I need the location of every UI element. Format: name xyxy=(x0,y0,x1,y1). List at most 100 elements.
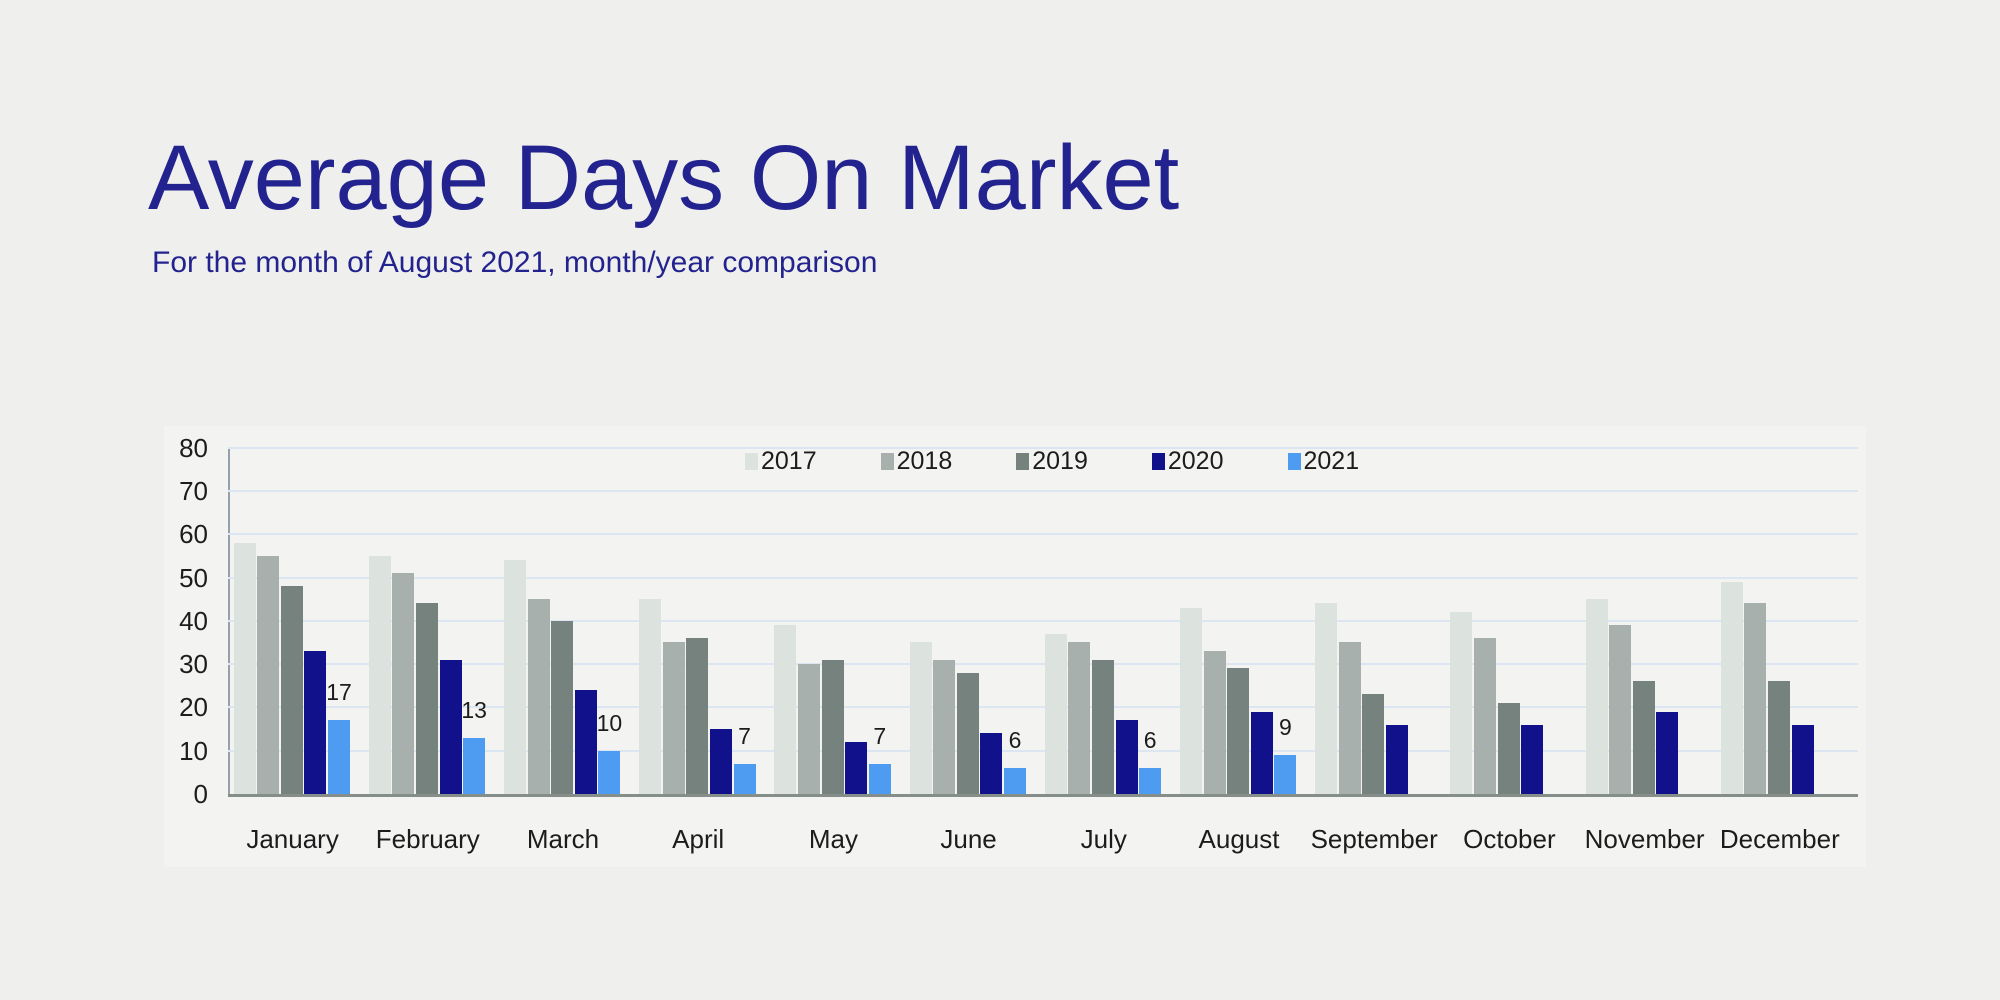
gridline-70 xyxy=(228,489,1858,492)
bar-group-March: 10 xyxy=(504,447,622,794)
bar-2019-December xyxy=(1767,681,1790,794)
bar-2017-April xyxy=(639,599,662,794)
bar-2021-July xyxy=(1139,768,1162,794)
bar-group-December xyxy=(1720,447,1839,794)
y-axis-tick-label-10: 10 xyxy=(179,735,208,766)
gridline-30 xyxy=(228,663,1858,666)
gridline-20 xyxy=(228,706,1858,709)
bar-2020-July xyxy=(1115,720,1138,794)
data-label-2021-May: 7 xyxy=(873,722,887,749)
legend-label-2021: 2021 xyxy=(1303,447,1360,475)
legend-label-2020: 2020 xyxy=(1167,447,1224,475)
bar-2020-June xyxy=(980,733,1003,794)
bar-2019-October xyxy=(1497,703,1520,794)
bar-2018-February xyxy=(392,573,415,794)
bar-2020-October xyxy=(1521,724,1544,794)
y-axis-tick-label-0: 0 xyxy=(193,779,208,809)
bar-2017-December xyxy=(1720,581,1743,794)
legend-item-2020: 2020 xyxy=(1151,447,1224,475)
legend-label-2019: 2019 xyxy=(1032,447,1088,475)
bar-2017-July xyxy=(1044,633,1067,794)
bar-group-April: 7 xyxy=(639,447,757,794)
bar-2019-January xyxy=(280,586,303,794)
bar-group-November xyxy=(1585,447,1704,794)
bar-2017-August xyxy=(1180,607,1202,794)
data-label-2021-February: 13 xyxy=(461,696,487,723)
bar-2017-November xyxy=(1585,599,1608,794)
bar-2020-November xyxy=(1656,711,1679,794)
bar-2018-January xyxy=(257,555,280,794)
bar-2018-September xyxy=(1338,642,1361,794)
legend-swatch-2019 xyxy=(1016,453,1030,470)
data-label-2021-January: 17 xyxy=(326,679,352,706)
bar-2020-December xyxy=(1791,724,1814,794)
legend-item-2019: 2019 xyxy=(1016,449,1088,474)
bar-2018-August xyxy=(1203,651,1226,794)
bar-2017-February xyxy=(368,555,391,794)
legend-swatch-2017 xyxy=(745,453,758,470)
y-axis-tick-label-30: 30 xyxy=(179,649,208,680)
data-label-2021-July: 6 xyxy=(1143,727,1157,754)
bar-group-September xyxy=(1315,447,1433,794)
bar-2018-May xyxy=(797,664,820,794)
bar-2021-April xyxy=(733,763,756,794)
page-title: Average Days On Market xyxy=(148,127,1180,229)
x-axis-line xyxy=(228,794,1858,797)
bar-2021-August xyxy=(1274,755,1297,794)
bar-2018-November xyxy=(1609,625,1632,794)
bar-2017-October xyxy=(1450,612,1473,794)
data-label-2021-August: 9 xyxy=(1278,714,1292,741)
x-axis-label-July: July xyxy=(1080,824,1127,854)
bar-2019-September xyxy=(1362,694,1385,794)
bar-2019-April xyxy=(686,638,709,794)
page-subtitle: For the month of August 2021, month/year… xyxy=(152,246,878,279)
data-label-2021-April: 7 xyxy=(738,722,751,749)
x-axis-label-October: October xyxy=(1463,824,1556,854)
legend-item-2018: 2018 xyxy=(880,447,953,475)
gridline-10 xyxy=(228,749,1858,752)
bar-2017-January xyxy=(233,542,256,794)
x-axis-label-February: February xyxy=(375,824,480,854)
y-axis-tick-label-60: 60 xyxy=(179,519,208,550)
bar-2019-June xyxy=(956,672,979,794)
gridline-80 xyxy=(228,446,1858,449)
bar-2019-August xyxy=(1227,668,1250,794)
x-axis-label-November: November xyxy=(1584,824,1705,854)
x-axis-label-September: September xyxy=(1310,824,1438,854)
x-axis-label-April: April xyxy=(672,824,725,854)
bar-2019-July xyxy=(1091,659,1114,794)
legend-item-2021: 2021 xyxy=(1287,447,1360,475)
legend-swatch-2021 xyxy=(1287,453,1301,470)
bar-2018-March xyxy=(527,599,550,794)
legend-swatch-2020 xyxy=(1151,453,1165,470)
bar-group-May: 7 xyxy=(774,447,892,794)
bar-chart-plot-area: 17 13 10 7 7 6 6 9 xyxy=(228,446,1858,794)
bar-2018-April xyxy=(662,642,685,794)
bar-group-January: 17 xyxy=(233,447,352,794)
gridline-60 xyxy=(228,533,1858,536)
y-axis-tick-label-80: 80 xyxy=(179,432,208,463)
bar-2021-May xyxy=(868,763,891,794)
bar-2020-April xyxy=(709,729,732,794)
bar-2018-October xyxy=(1473,638,1496,794)
bar-2017-September xyxy=(1315,603,1338,794)
bar-2018-June xyxy=(933,659,956,794)
bar-2020-January xyxy=(304,651,327,794)
legend-label-2018: 2018 xyxy=(896,447,953,475)
bar-2019-November xyxy=(1632,681,1655,794)
bar-2019-March xyxy=(551,620,574,794)
x-axis-label-March: March xyxy=(526,824,600,854)
bar-2021-February xyxy=(463,737,486,794)
bar-group-October xyxy=(1450,447,1568,794)
bar-group-February: 13 xyxy=(368,447,487,794)
bar-2017-June xyxy=(909,642,932,794)
y-axis-tick-label-20: 20 xyxy=(179,692,208,723)
legend-label-2017: 2017 xyxy=(761,447,817,475)
bar-group-June: 6 xyxy=(909,447,1028,794)
legend-item-2017: 2017 xyxy=(745,449,817,474)
bar-2020-March xyxy=(574,690,597,794)
bar-2018-December xyxy=(1744,603,1767,794)
chart-legend: 2017 2018 2019 2020 2021 xyxy=(745,449,1359,474)
gridline-50 xyxy=(228,576,1858,579)
